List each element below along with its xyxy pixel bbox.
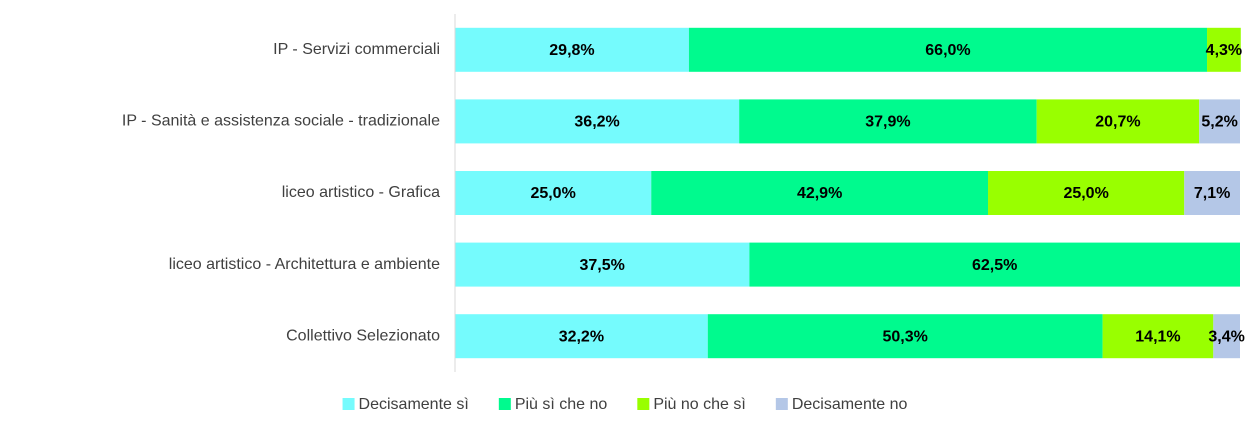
bar-segment bbox=[1199, 99, 1240, 144]
legend-swatch bbox=[498, 398, 511, 410]
category-label: Collettivo Selezionato bbox=[286, 327, 440, 344]
bar-segment bbox=[1184, 171, 1240, 215]
bar-segment bbox=[455, 242, 750, 287]
bar-segment bbox=[455, 27, 689, 72]
value-label: 25,0% bbox=[1063, 185, 1108, 202]
value-label: 62,5% bbox=[972, 257, 1017, 274]
bar-segment bbox=[1036, 99, 1200, 144]
legend-label: Più no che sì bbox=[653, 396, 746, 413]
legend-label: Decisamente sì bbox=[359, 396, 469, 413]
value-label: 29,8% bbox=[549, 42, 594, 59]
bar-segment bbox=[749, 242, 1240, 287]
value-label: 37,5% bbox=[580, 257, 625, 274]
category-label: IP - Sanità e assistenza sociale - tradi… bbox=[122, 113, 440, 130]
bar-segment bbox=[455, 171, 652, 215]
value-label: 32,2% bbox=[559, 328, 604, 345]
bar-segment bbox=[707, 314, 1103, 359]
value-label: 7,1% bbox=[1194, 185, 1230, 202]
bar-segment bbox=[1102, 314, 1214, 359]
value-label: 14,1% bbox=[1135, 328, 1180, 345]
legend-swatch bbox=[775, 398, 788, 410]
bar-segment bbox=[1207, 27, 1241, 72]
value-label: 66,0% bbox=[925, 42, 970, 59]
legend-swatch bbox=[637, 398, 650, 410]
bar-segment bbox=[455, 314, 708, 359]
legend-label: Più sì che no bbox=[515, 396, 608, 413]
bar-segment bbox=[455, 99, 740, 144]
value-label: 20,7% bbox=[1095, 114, 1140, 131]
bar-segment bbox=[651, 171, 989, 215]
value-label: 50,3% bbox=[883, 328, 928, 345]
value-label: 5,2% bbox=[1201, 114, 1237, 131]
bar-segment bbox=[688, 27, 1208, 72]
value-label: 4,3% bbox=[1206, 42, 1242, 59]
value-label: 42,9% bbox=[797, 185, 842, 202]
value-label: 37,9% bbox=[865, 114, 910, 131]
category-label: liceo artistico - Architettura e ambient… bbox=[169, 256, 440, 273]
value-label: 25,0% bbox=[530, 185, 575, 202]
value-label: 3,4% bbox=[1208, 328, 1244, 345]
category-label: IP - Servizi commerciali bbox=[273, 41, 440, 58]
bar-segment bbox=[739, 99, 1037, 144]
legend-label: Decisamente no bbox=[792, 396, 908, 413]
bar-segment bbox=[988, 171, 1185, 215]
category-label: liceo artistico - Grafica bbox=[282, 184, 440, 201]
legend-swatch bbox=[342, 398, 355, 410]
bar-segment bbox=[1213, 314, 1240, 359]
value-label: 36,2% bbox=[574, 114, 619, 131]
